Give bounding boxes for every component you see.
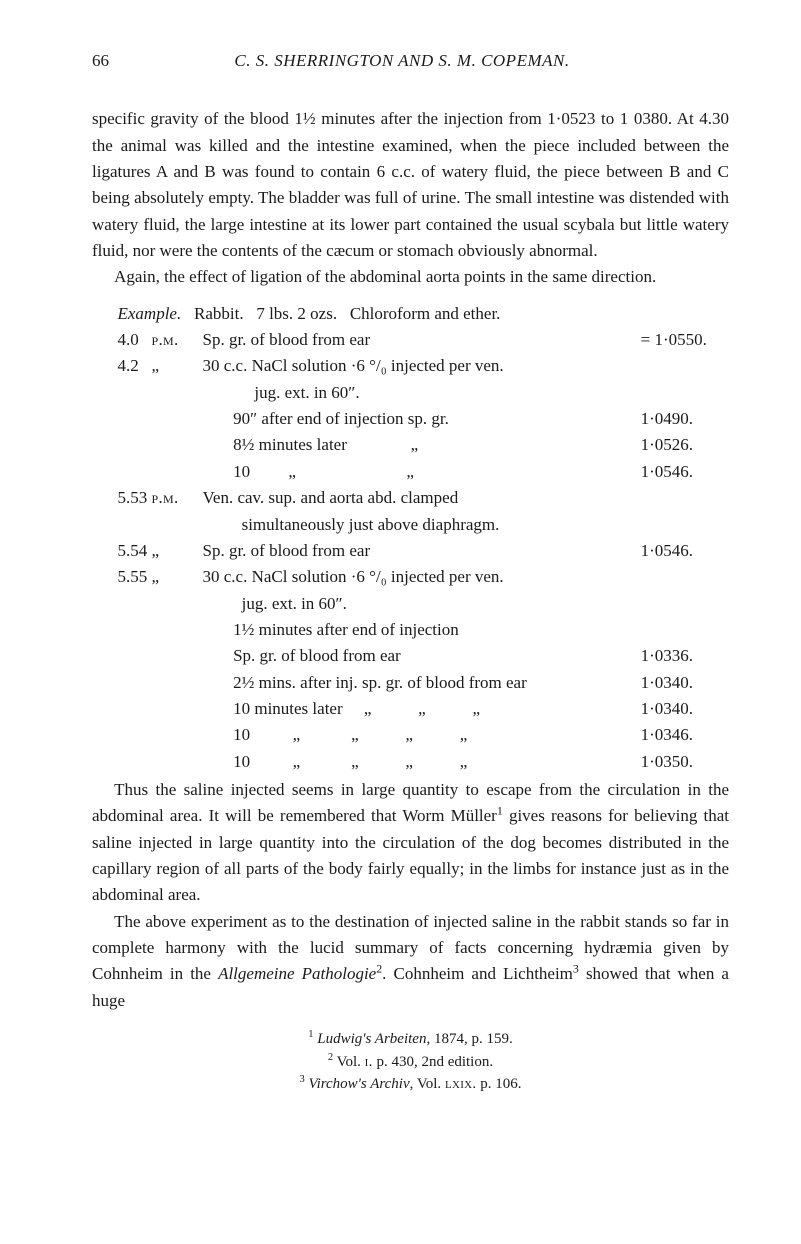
row-time: 5.54 „ xyxy=(118,538,203,564)
row-time: 4.0 p.m. xyxy=(118,327,203,353)
example-row: 4.0 p.m.Sp. gr. of blood from ear= 1·055… xyxy=(92,327,729,353)
row-time: 4.2 „ xyxy=(118,353,203,379)
example-label: Example. xyxy=(118,301,182,327)
paragraph-1: specific gravity of the blood 1½ minutes… xyxy=(92,106,729,264)
example-title-rest: Rabbit. 7 lbs. 2 ozs. Chloroform and eth… xyxy=(181,301,500,327)
para4-b: . Cohnheim and Lichtheim xyxy=(382,964,573,983)
row-desc: 10 „ „ xyxy=(203,459,641,485)
row-desc: 10 „ „ „ „ xyxy=(203,722,641,748)
example-row: 5.55 „30 c.c. NaCl solution ·6 °/₀ injec… xyxy=(92,564,729,590)
row-value: 1·0346. xyxy=(641,722,729,748)
example-row: 5.53 p.m.Ven. cav. sup. and aorta abd. c… xyxy=(92,485,729,511)
row-desc: 30 c.c. NaCl solution ·6 °/₀ injected pe… xyxy=(203,564,641,590)
running-head: C. S. SHERRINGTON AND S. M. COPEMAN. xyxy=(109,48,695,74)
row-desc: Sp. gr. of blood from ear xyxy=(203,538,641,564)
footnotes: 1 Ludwig's Arbeiten, 1874, p. 159. 2 Vol… xyxy=(92,1028,729,1096)
page-header: 66 C. S. SHERRINGTON AND S. M. COPEMAN. xyxy=(92,48,729,74)
row-time: 5.53 p.m. xyxy=(118,485,203,511)
row-value: 1·0546. xyxy=(641,459,729,485)
example-block: Example. Rabbit. 7 lbs. 2 ozs. Chlorofor… xyxy=(92,301,729,775)
row-value: 1·0526. xyxy=(641,432,729,458)
example-row: 1½ minutes after end of injection xyxy=(92,617,729,643)
page-number: 66 xyxy=(92,48,109,74)
example-row: 5.54 „Sp. gr. of blood from ear1·0546. xyxy=(92,538,729,564)
fn2-a: Vol. xyxy=(333,1054,365,1070)
fn3-c: p. 106. xyxy=(476,1076,521,1092)
row-desc: Ven. cav. sup. and aorta abd. clamped xyxy=(203,485,641,511)
row-desc: 90″ after end of injection sp. gr. xyxy=(203,406,641,432)
example-row: 10 „ „ „ „1·0350. xyxy=(92,749,729,775)
example-row: simultaneously just above diaphragm. xyxy=(92,512,729,538)
row-value: 1·0350. xyxy=(641,749,729,775)
paragraph-4: The above experiment as to the destinati… xyxy=(92,909,729,1014)
example-row: jug. ext. in 60″. xyxy=(92,591,729,617)
fn3-sc: lxix. xyxy=(445,1076,477,1092)
footnote-1: 1 Ludwig's Arbeiten, 1874, p. 159. xyxy=(92,1028,729,1051)
row-time: 5.55 „ xyxy=(118,564,203,590)
fn3-b: , Vol. xyxy=(410,1076,445,1092)
paragraph-3: Thus the saline injected seems in large … xyxy=(92,777,729,909)
row-desc: 30 c.c. NaCl solution ·6 °/₀ injected pe… xyxy=(203,353,641,379)
row-value: 1·0336. xyxy=(641,643,729,669)
footnote-3: 3 Virchow's Archiv, Vol. lxix. p. 106. xyxy=(92,1073,729,1096)
example-row: 8½ minutes later „1·0526. xyxy=(92,432,729,458)
row-value: 1·0340. xyxy=(641,670,729,696)
example-row: jug. ext. in 60″. xyxy=(92,380,729,406)
fn3-sup: 3 xyxy=(300,1074,305,1085)
row-desc: 1½ minutes after end of injection xyxy=(203,617,641,643)
row-value: 1·0340. xyxy=(641,696,729,722)
row-desc: 2½ mins. after inj. sp. gr. of blood fro… xyxy=(203,670,641,696)
row-desc: Sp. gr. of blood from ear xyxy=(203,327,641,353)
example-row: Sp. gr. of blood from ear1·0336. xyxy=(92,643,729,669)
fn2-b: p. 430, 2nd edition. xyxy=(373,1054,493,1070)
fn1-b: , 1874, p. 159. xyxy=(426,1031,512,1047)
para4-italic-1: Allgemeine Pathologie xyxy=(218,964,376,983)
fn1-sup: 1 xyxy=(308,1029,313,1040)
example-row: 10 minutes later „ „ „1·0340. xyxy=(92,696,729,722)
example-row: 10 „ „1·0546. xyxy=(92,459,729,485)
row-value: 1·0490. xyxy=(641,406,729,432)
fn3-italic: Virchow's Archiv xyxy=(309,1076,410,1092)
paragraph-2: Again, the effect of ligation of the abd… xyxy=(92,264,729,290)
example-row: 4.2 „30 c.c. NaCl solution ·6 °/₀ inject… xyxy=(92,353,729,379)
row-desc: jug. ext. in 60″. xyxy=(203,380,641,406)
row-desc: Sp. gr. of blood from ear xyxy=(203,643,641,669)
row-value: = 1·0550. xyxy=(641,327,729,353)
footnote-2: 2 Vol. i. p. 430, 2nd edition. xyxy=(92,1051,729,1074)
example-row: 2½ mins. after inj. sp. gr. of blood fro… xyxy=(92,670,729,696)
row-desc: 10 „ „ „ „ xyxy=(203,749,641,775)
example-row: 10 „ „ „ „1·0346. xyxy=(92,722,729,748)
row-desc: jug. ext. in 60″. xyxy=(203,591,641,617)
row-value: 1·0546. xyxy=(641,538,729,564)
example-title: Example. Rabbit. 7 lbs. 2 ozs. Chlorofor… xyxy=(92,301,729,327)
row-desc: 10 minutes later „ „ „ xyxy=(203,696,641,722)
example-row: 90″ after end of injection sp. gr.1·0490… xyxy=(92,406,729,432)
fn2-sc: i. xyxy=(365,1054,373,1070)
row-desc: simultaneously just above diaphragm. xyxy=(203,512,641,538)
fn1-italic: Ludwig's Arbeiten xyxy=(317,1031,426,1047)
row-desc: 8½ minutes later „ xyxy=(203,432,641,458)
